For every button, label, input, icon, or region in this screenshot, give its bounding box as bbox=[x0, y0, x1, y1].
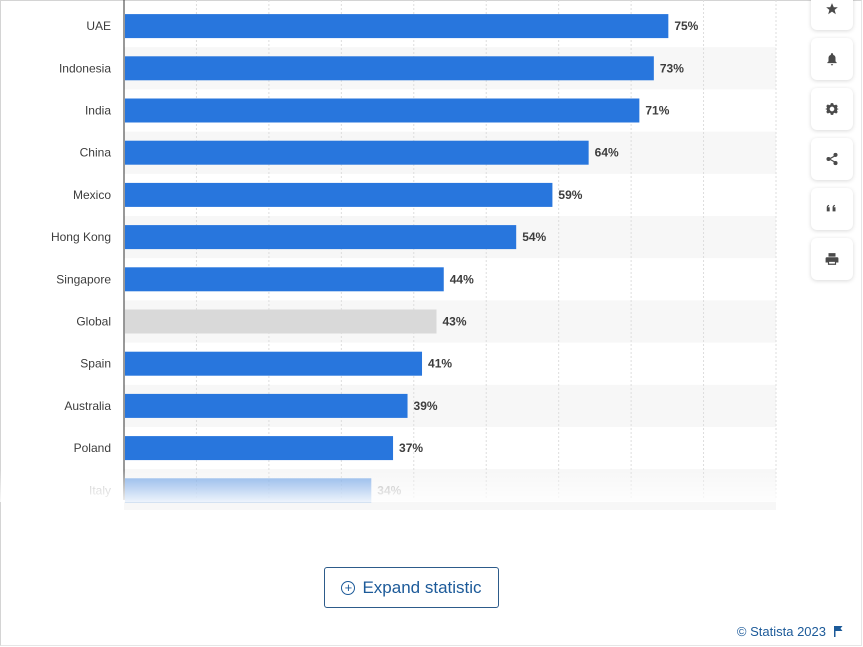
bar-india[interactable] bbox=[125, 98, 640, 123]
value-label: 59% bbox=[558, 188, 582, 202]
category-label: Spain bbox=[80, 357, 111, 371]
cite-button[interactable] bbox=[811, 188, 853, 230]
value-label: 73% bbox=[660, 61, 684, 75]
bar-chart: UAE 75% Indonesia 73% India 71% China 64% Mexico… bbox=[50, 0, 777, 503]
bar-australia[interactable] bbox=[125, 393, 408, 418]
expand-statistic-button[interactable]: + Expand statistic bbox=[324, 567, 499, 608]
bell-icon bbox=[827, 53, 837, 66]
bar-uae[interactable] bbox=[125, 14, 669, 39]
value-label: 34% bbox=[377, 483, 401, 497]
credit-text: © Statista 2023 bbox=[736, 624, 826, 639]
category-label: Mexico bbox=[73, 188, 111, 202]
value-label: 41% bbox=[428, 357, 452, 371]
category-label: Hong Kong bbox=[51, 230, 111, 244]
share-icon bbox=[826, 152, 838, 166]
flag-icon bbox=[834, 626, 843, 637]
category-label: China bbox=[80, 146, 112, 160]
gear-icon bbox=[825, 103, 839, 115]
bar-singapore[interactable] bbox=[125, 267, 444, 292]
category-label: UAE bbox=[86, 19, 111, 33]
category-label: Indonesia bbox=[59, 61, 111, 75]
print-button[interactable] bbox=[811, 238, 853, 280]
plus-circle-icon: + bbox=[341, 580, 356, 595]
bar-italy[interactable] bbox=[125, 478, 372, 503]
print-icon bbox=[825, 253, 839, 265]
value-label: 37% bbox=[399, 441, 423, 455]
category-label: Global bbox=[76, 315, 111, 329]
settings-button[interactable] bbox=[811, 88, 853, 130]
category-label: Australia bbox=[64, 399, 111, 413]
value-label: 44% bbox=[450, 272, 474, 286]
statista-credit[interactable]: © Statista 2023 bbox=[737, 624, 843, 639]
category-label: Singapore bbox=[56, 272, 111, 286]
bar-poland[interactable] bbox=[125, 436, 394, 461]
category-label: Poland bbox=[74, 441, 111, 455]
value-label: 43% bbox=[443, 315, 467, 329]
share-button[interactable] bbox=[811, 138, 853, 180]
notification-button[interactable] bbox=[811, 38, 853, 80]
bar-china[interactable] bbox=[125, 140, 589, 165]
bar-spain[interactable] bbox=[125, 351, 423, 376]
category-label: Italy bbox=[89, 483, 111, 497]
value-label: 39% bbox=[414, 399, 438, 413]
favorite-button[interactable] bbox=[811, 0, 853, 30]
value-label: 75% bbox=[674, 19, 698, 33]
value-label: 64% bbox=[595, 146, 619, 160]
bar-hong-kong[interactable] bbox=[125, 225, 517, 250]
quote-icon bbox=[826, 204, 836, 212]
expand-statistic-label: Expand statistic bbox=[362, 577, 482, 597]
star-icon bbox=[826, 3, 838, 15]
bar-mexico[interactable] bbox=[125, 182, 553, 207]
bar-indonesia[interactable] bbox=[125, 56, 654, 81]
value-label: 71% bbox=[645, 104, 669, 118]
value-label: 54% bbox=[522, 230, 546, 244]
category-label: India bbox=[85, 104, 111, 118]
bar-global[interactable] bbox=[125, 309, 437, 334]
